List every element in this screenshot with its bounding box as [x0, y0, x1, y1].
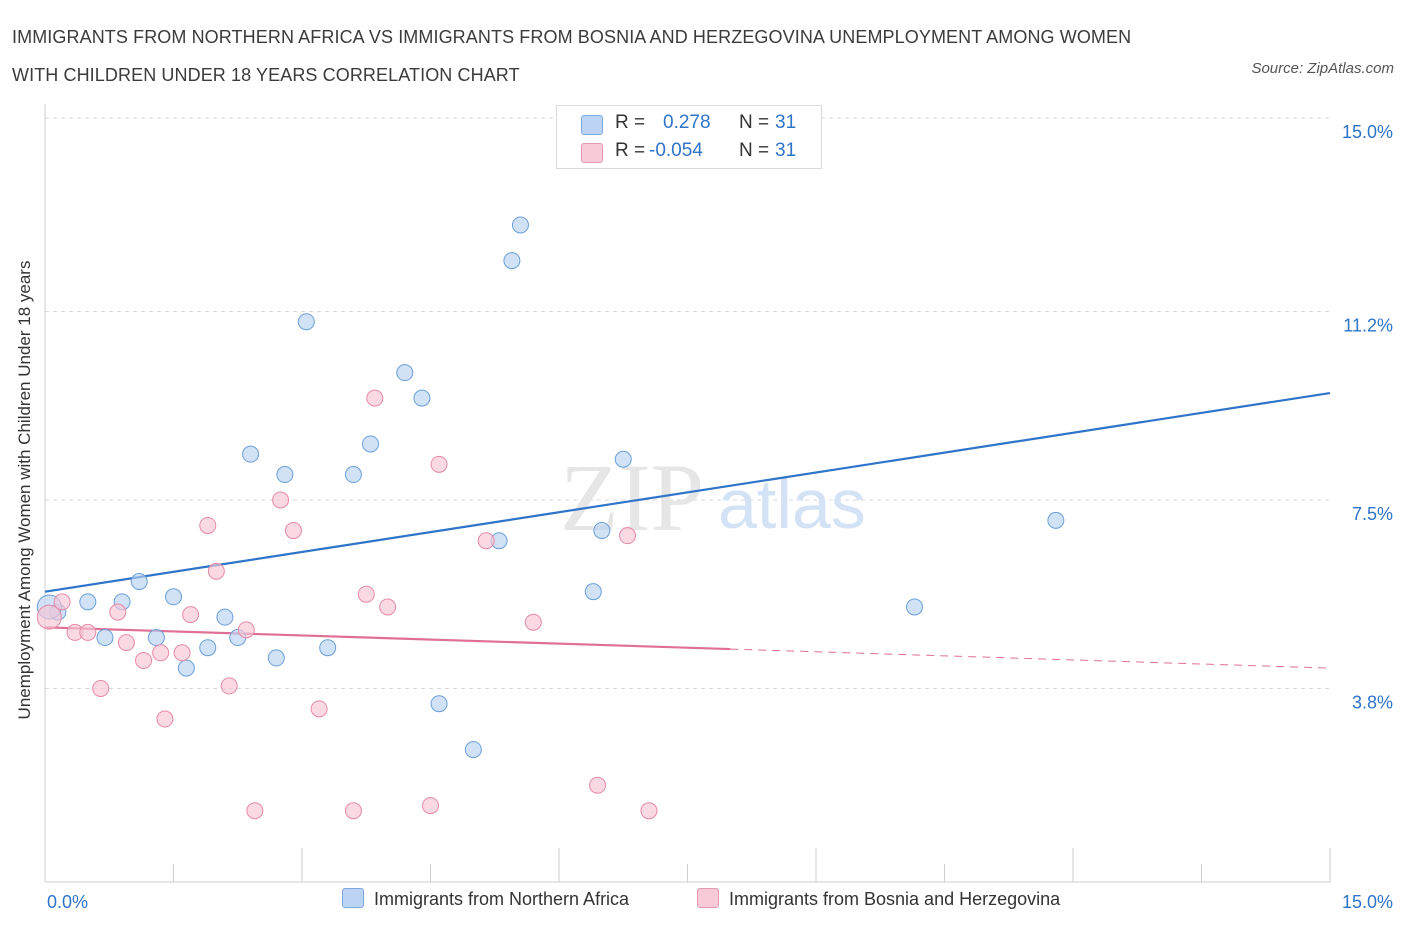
point-bosnia	[477, 532, 495, 550]
point-bosnia	[310, 700, 328, 718]
point-bosnia	[135, 651, 153, 669]
series-label-bosnia: Immigrants from Bosnia and Herzegovina	[729, 889, 1061, 909]
point-northern-africa	[906, 598, 924, 616]
point-bosnia	[156, 710, 174, 728]
data-points	[36, 216, 1065, 820]
point-bosnia	[524, 613, 542, 631]
tick-labels: 3.8% 7.5% 11.2% 15.0% 0.0% 15.0%	[47, 122, 1393, 912]
point-northern-africa	[96, 629, 114, 647]
point-bosnia	[272, 491, 290, 509]
point-northern-africa	[130, 572, 148, 590]
point-bosnia	[36, 604, 62, 630]
point-bosnia	[152, 644, 170, 662]
point-northern-africa	[362, 435, 380, 453]
point-bosnia	[379, 598, 397, 616]
point-bosnia	[422, 797, 439, 815]
trend-line-bosnia	[44, 626, 731, 651]
point-bosnia	[366, 389, 384, 407]
point-bosnia	[344, 802, 362, 820]
point-northern-africa	[276, 466, 294, 484]
point-bosnia	[79, 623, 97, 641]
point-bosnia	[357, 585, 375, 603]
point-northern-africa	[147, 629, 165, 647]
point-northern-africa	[511, 216, 529, 234]
point-northern-africa	[79, 593, 97, 611]
point-bosnia	[173, 644, 191, 662]
point-bosnia	[53, 593, 71, 611]
legend-swatch-pink	[581, 143, 603, 163]
legend-n-label: N =	[739, 112, 770, 133]
point-bosnia	[246, 802, 264, 820]
y-tick-label: 11.2%	[1343, 316, 1393, 336]
point-northern-africa	[242, 445, 260, 463]
point-bosnia	[589, 776, 607, 794]
point-bosnia	[619, 527, 637, 545]
point-bosnia	[640, 802, 658, 820]
legend-n-value: 31	[775, 112, 797, 133]
point-bosnia	[117, 634, 135, 652]
point-bosnia	[430, 455, 448, 473]
point-northern-africa	[199, 639, 217, 657]
point-bosnia	[92, 679, 110, 697]
y-tick-label: 7.5%	[1352, 504, 1393, 524]
point-northern-africa	[503, 252, 521, 270]
legend-r-label: R =	[615, 112, 646, 133]
point-northern-africa	[614, 450, 632, 468]
point-bosnia	[237, 621, 255, 639]
point-northern-africa	[413, 389, 431, 407]
y-tick-label: 3.8%	[1352, 692, 1393, 712]
point-northern-africa	[593, 522, 611, 540]
point-northern-africa	[216, 608, 234, 626]
legend-n-label: N =	[739, 140, 770, 161]
point-northern-africa	[396, 364, 414, 382]
point-northern-africa	[319, 639, 337, 657]
point-bosnia	[284, 522, 302, 540]
series-label-northern-africa: Immigrants from Northern Africa	[374, 889, 630, 909]
correlation-legend: R = 0.278 N = 31 R = -0.054 N = 31	[556, 105, 822, 169]
legend-r-value: 0.278	[663, 112, 711, 133]
trend-line-bosnia-extension	[730, 648, 1331, 669]
legend-n-value: 31	[775, 140, 797, 161]
series-swatch-blue	[342, 888, 364, 908]
chart-title-line-2: WITH CHILDREN UNDER 18 YEARS CORRELATION…	[12, 65, 520, 85]
trend-line-northern-africa	[44, 391, 1331, 593]
chart-title: IMMIGRANTS FROM NORTHERN AFRICA VS IMMIG…	[12, 18, 1212, 94]
point-bosnia	[207, 562, 225, 580]
point-northern-africa	[464, 741, 482, 759]
point-northern-africa	[267, 649, 285, 667]
watermark-atlas: atlas	[718, 465, 866, 543]
series-legend-northern-africa: Immigrants from Northern Africa	[342, 888, 629, 910]
source-label: Source: ZipAtlas.com	[1251, 60, 1394, 77]
point-bosnia	[109, 603, 127, 621]
axes	[44, 104, 1331, 883]
gridlines	[45, 117, 1330, 689]
chart-title-line-1: IMMIGRANTS FROM NORTHERN AFRICA VS IMMIG…	[12, 27, 1132, 47]
point-bosnia	[220, 677, 238, 695]
point-northern-africa	[297, 313, 315, 331]
series-swatch-pink	[697, 888, 719, 908]
legend-r-value: -0.054	[649, 140, 703, 161]
x-tick-label-max: 15.0%	[1342, 892, 1393, 912]
point-northern-africa	[165, 588, 182, 606]
x-tick-label-min: 0.0%	[47, 892, 88, 912]
legend-swatch-blue	[581, 115, 603, 135]
point-northern-africa	[430, 695, 448, 713]
legend-r-label: R =	[615, 140, 646, 161]
series-legend-bosnia: Immigrants from Bosnia and Herzegovina	[697, 888, 1060, 910]
point-northern-africa	[1047, 511, 1065, 529]
point-northern-africa	[584, 583, 602, 601]
point-bosnia	[199, 516, 217, 534]
point-northern-africa	[344, 466, 362, 484]
y-tick-label: 15.0%	[1342, 122, 1393, 142]
point-bosnia	[182, 606, 200, 624]
point-northern-africa	[177, 659, 195, 677]
